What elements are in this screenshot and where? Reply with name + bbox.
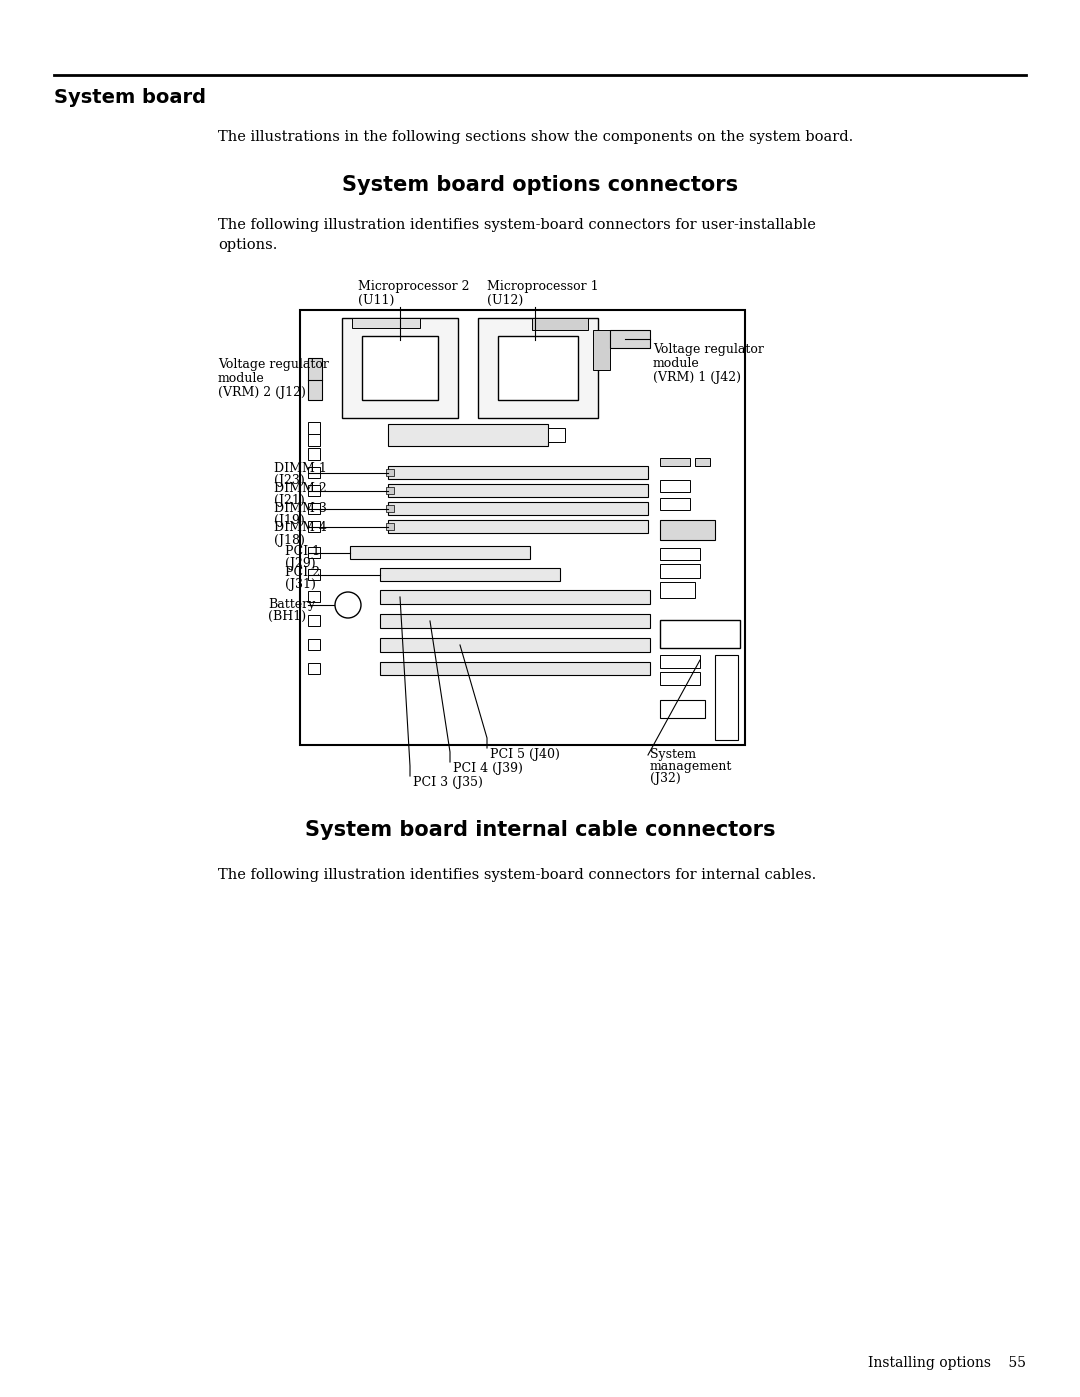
Bar — [660, 497, 690, 510]
Bar — [388, 502, 648, 515]
Bar — [300, 310, 745, 745]
Bar — [386, 469, 394, 476]
Text: (U11): (U11) — [357, 293, 394, 307]
Bar — [660, 458, 690, 467]
Text: (J32): (J32) — [650, 773, 680, 785]
Bar — [380, 662, 650, 675]
Text: Voltage regulator: Voltage regulator — [653, 344, 764, 356]
Text: options.: options. — [218, 237, 278, 251]
Bar — [386, 522, 394, 529]
Text: Microprocessor 1: Microprocessor 1 — [487, 279, 598, 293]
Text: (J18): (J18) — [274, 534, 305, 548]
Bar — [660, 548, 700, 560]
Bar — [388, 483, 648, 497]
Text: PCI 4 (J39): PCI 4 (J39) — [453, 761, 523, 775]
Bar — [308, 548, 320, 557]
Bar — [660, 564, 700, 578]
Circle shape — [309, 732, 319, 742]
Text: The illustrations in the following sections show the components on the system bo: The illustrations in the following secti… — [218, 130, 853, 144]
Bar — [660, 672, 700, 685]
Bar — [308, 521, 320, 532]
Text: DIMM 2: DIMM 2 — [274, 482, 327, 495]
Bar — [388, 425, 548, 446]
Bar — [308, 422, 320, 434]
Text: The following illustration identifies system-board connectors for internal cable: The following illustration identifies sy… — [218, 868, 816, 882]
Text: DIMM 1: DIMM 1 — [274, 462, 327, 475]
Text: module: module — [653, 358, 700, 370]
Bar — [388, 520, 648, 534]
Text: module: module — [218, 372, 265, 386]
Bar — [308, 358, 322, 400]
Bar — [342, 319, 458, 418]
Circle shape — [357, 576, 368, 585]
Text: (VRM) 1 (J42): (VRM) 1 (J42) — [653, 372, 741, 384]
Bar — [380, 590, 650, 604]
Bar — [308, 569, 320, 580]
Bar — [308, 448, 320, 460]
Bar — [532, 319, 588, 330]
Bar — [660, 583, 696, 598]
Text: System: System — [650, 747, 697, 761]
Circle shape — [335, 592, 361, 617]
Circle shape — [732, 732, 742, 742]
Bar — [498, 337, 578, 400]
Bar — [308, 664, 320, 673]
Bar — [308, 467, 320, 478]
Bar — [308, 485, 320, 496]
Bar — [660, 620, 740, 648]
Text: The following illustration identifies system-board connectors for user-installab: The following illustration identifies sy… — [218, 218, 815, 232]
Bar — [593, 330, 610, 370]
Bar — [660, 655, 700, 668]
Text: PCI 2: PCI 2 — [285, 566, 320, 578]
Text: Voltage regulator: Voltage regulator — [218, 358, 329, 372]
Circle shape — [357, 622, 368, 631]
Circle shape — [732, 313, 742, 323]
Bar — [660, 481, 690, 492]
Bar — [660, 700, 705, 718]
Text: DIMM 4: DIMM 4 — [274, 521, 327, 534]
Bar — [715, 655, 738, 740]
Bar — [380, 638, 650, 652]
Ellipse shape — [642, 478, 653, 496]
Bar — [386, 488, 394, 495]
Text: (BH1): (BH1) — [268, 610, 306, 623]
Bar — [610, 330, 650, 348]
Bar — [350, 546, 530, 559]
Bar — [386, 504, 394, 511]
Text: System board: System board — [54, 88, 206, 108]
Text: (J23): (J23) — [274, 474, 305, 488]
Text: (VRM) 2 (J12): (VRM) 2 (J12) — [218, 386, 306, 400]
Polygon shape — [630, 454, 650, 467]
Text: DIMM 3: DIMM 3 — [274, 502, 327, 515]
Circle shape — [309, 313, 319, 323]
Bar — [696, 458, 710, 467]
Text: management: management — [650, 760, 732, 773]
Bar — [388, 467, 648, 479]
Text: PCI 5 (J40): PCI 5 (J40) — [490, 747, 559, 761]
Bar — [380, 615, 650, 629]
Text: System board options connectors: System board options connectors — [342, 175, 738, 196]
Text: (U12): (U12) — [487, 293, 523, 307]
Text: PCI 1: PCI 1 — [285, 545, 320, 557]
Text: (J29): (J29) — [285, 557, 315, 570]
Bar — [478, 319, 598, 418]
Bar — [308, 615, 320, 626]
Text: (J31): (J31) — [285, 578, 315, 591]
Bar — [308, 503, 320, 514]
Bar — [352, 319, 420, 328]
Text: PCI 3 (J35): PCI 3 (J35) — [413, 775, 483, 789]
Bar — [308, 591, 320, 602]
Bar — [660, 520, 715, 541]
Text: (J19): (J19) — [274, 514, 305, 527]
Bar — [380, 569, 561, 581]
Bar — [308, 638, 320, 650]
Text: Microprocessor 2: Microprocessor 2 — [357, 279, 470, 293]
Text: System board internal cable connectors: System board internal cable connectors — [305, 820, 775, 840]
Bar — [548, 427, 565, 441]
Bar — [362, 337, 438, 400]
Text: Battery: Battery — [268, 598, 315, 610]
Text: (J21): (J21) — [274, 495, 305, 507]
Bar — [308, 434, 320, 446]
Text: Installing options    55: Installing options 55 — [868, 1356, 1026, 1370]
